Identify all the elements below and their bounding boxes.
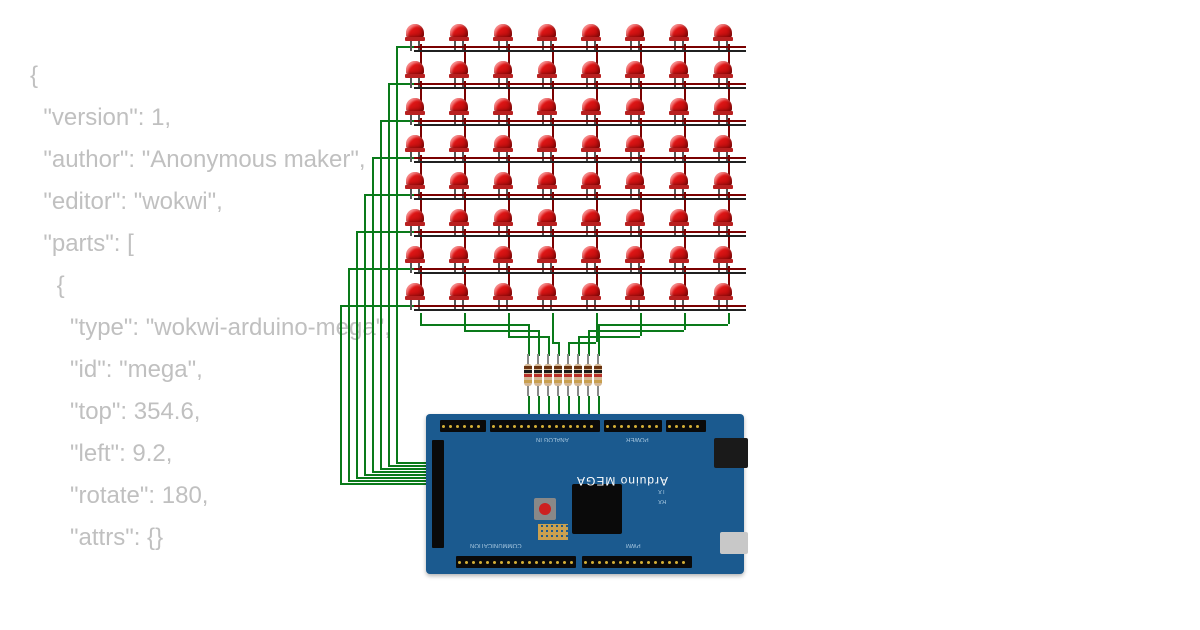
header-bot-2: [582, 556, 692, 568]
mcu-chip: [572, 484, 622, 534]
header-bot-1: [456, 556, 576, 568]
led: [714, 246, 732, 268]
header-top-1: [440, 420, 486, 432]
led: [714, 283, 732, 305]
led: [538, 24, 556, 46]
led: [626, 246, 644, 268]
led: [494, 135, 512, 157]
led: [670, 24, 688, 46]
led: [626, 209, 644, 231]
resistor: [564, 354, 572, 396]
led: [714, 61, 732, 83]
led: [450, 209, 468, 231]
led: [670, 135, 688, 157]
led: [626, 61, 644, 83]
led: [450, 135, 468, 157]
led: [670, 98, 688, 120]
resistor: [544, 354, 552, 396]
led: [450, 24, 468, 46]
resistor: [554, 354, 562, 396]
led: [714, 172, 732, 194]
led: [670, 246, 688, 268]
led: [582, 246, 600, 268]
board-label-pwm: PWM: [626, 542, 641, 548]
led: [538, 98, 556, 120]
led: [450, 172, 468, 194]
led-matrix: [406, 24, 758, 319]
led: [406, 246, 424, 268]
board-label-main: Arduino MEGA: [576, 474, 668, 488]
led: [494, 283, 512, 305]
led: [406, 98, 424, 120]
led: [582, 98, 600, 120]
led: [406, 172, 424, 194]
arduino-mega-board: Arduino MEGA ANALOG IN POWER COMMUNICATI…: [426, 414, 744, 574]
led: [714, 209, 732, 231]
resistor: [534, 354, 542, 396]
led: [450, 98, 468, 120]
resistor: [524, 354, 532, 396]
board-label-comm: COMMUNICATION: [470, 542, 522, 548]
led: [538, 246, 556, 268]
led: [494, 98, 512, 120]
led: [670, 172, 688, 194]
resistor: [574, 354, 582, 396]
led: [582, 209, 600, 231]
header-top-3: [604, 420, 662, 432]
led: [494, 61, 512, 83]
board-label-rx: RX: [658, 498, 666, 504]
led: [538, 135, 556, 157]
resistor: [584, 354, 592, 396]
resistor-bank: [524, 354, 614, 404]
circuit-diagram: Arduino MEGA ANALOG IN POWER COMMUNICATI…: [340, 24, 800, 604]
header-top-2: [490, 420, 600, 432]
led: [538, 172, 556, 194]
led: [538, 61, 556, 83]
led: [406, 209, 424, 231]
led: [406, 61, 424, 83]
board-label-analog: ANALOG IN: [536, 436, 569, 442]
led: [450, 61, 468, 83]
led: [626, 283, 644, 305]
resistor: [594, 354, 602, 396]
icsp-pads: [538, 524, 568, 540]
led: [494, 246, 512, 268]
led: [494, 24, 512, 46]
led: [714, 135, 732, 157]
led: [626, 98, 644, 120]
led: [626, 135, 644, 157]
led: [626, 24, 644, 46]
led: [714, 24, 732, 46]
led: [406, 24, 424, 46]
led: [670, 61, 688, 83]
led: [582, 283, 600, 305]
led: [582, 172, 600, 194]
header-top-4: [666, 420, 706, 432]
led: [450, 246, 468, 268]
led: [670, 209, 688, 231]
led: [626, 172, 644, 194]
led: [538, 209, 556, 231]
reset-button: [534, 498, 556, 520]
led: [582, 135, 600, 157]
led: [582, 24, 600, 46]
led: [494, 172, 512, 194]
led: [406, 283, 424, 305]
led: [670, 283, 688, 305]
usb-port: [714, 438, 748, 468]
led: [494, 209, 512, 231]
led: [582, 61, 600, 83]
board-label-power: POWER: [626, 436, 649, 442]
led: [406, 135, 424, 157]
led: [538, 283, 556, 305]
power-jack: [720, 532, 748, 554]
json-code-overlay: { "version": 1, "author": "Anonymous mak…: [30, 55, 391, 559]
led: [450, 283, 468, 305]
led: [714, 98, 732, 120]
board-label-tx: TX: [658, 488, 666, 494]
header-side: [432, 440, 444, 548]
